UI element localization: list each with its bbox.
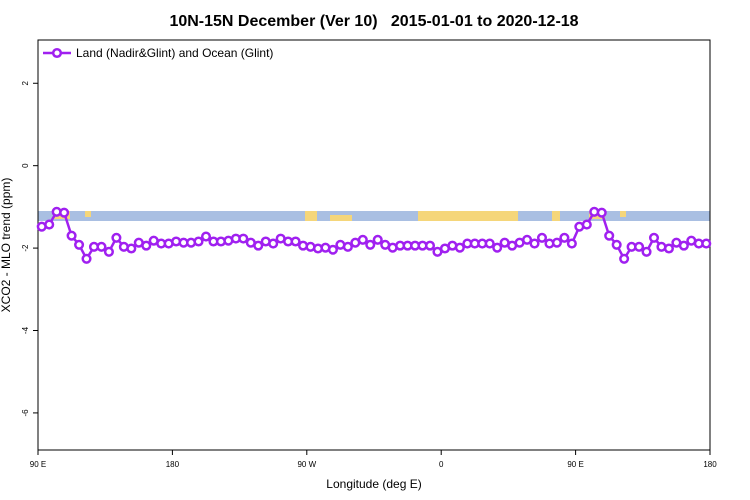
data-point (559, 232, 570, 243)
data-point (596, 207, 607, 218)
data-point (581, 219, 592, 230)
map-strip (38, 211, 710, 221)
data-point (141, 240, 152, 251)
x-axis-label: Longitude (deg E) (326, 477, 421, 491)
legend-marker (51, 47, 63, 59)
y-tick-label: -4 (21, 326, 30, 334)
data-point (200, 231, 212, 242)
x-tick-label: 180 (166, 460, 180, 469)
data-point (81, 253, 92, 264)
data-point (59, 207, 70, 218)
x-tick-label: 0 (439, 460, 444, 469)
x-tick-label: 90 E (30, 460, 46, 469)
data-point (126, 243, 137, 254)
data-point (551, 237, 562, 248)
data-point (641, 246, 652, 257)
data-point (111, 232, 122, 243)
data-point (678, 240, 689, 251)
data-point (290, 236, 301, 247)
x-tick-label: 180 (703, 460, 717, 469)
data-point (619, 253, 630, 264)
data-point (604, 230, 615, 241)
data-point (365, 239, 376, 250)
data-point (484, 238, 495, 249)
data-point (566, 238, 577, 249)
y-tick-label: 0 (21, 163, 30, 168)
data-point (663, 243, 674, 254)
data-point (522, 234, 533, 245)
data-point (529, 238, 540, 249)
chart-title: 10N-15N December (Ver 10) 2015-01-01 to … (169, 13, 578, 30)
y-tick-label: -2 (21, 244, 30, 252)
data-point (372, 234, 383, 245)
data-point (253, 240, 264, 251)
data-point (424, 240, 436, 251)
data-point (342, 241, 353, 252)
data-point (44, 219, 55, 230)
data-point (634, 241, 645, 252)
data-point (648, 232, 660, 243)
data-point (357, 234, 368, 245)
y-tick-label: 2 (21, 80, 30, 85)
data-point (66, 230, 77, 241)
data-point (327, 244, 338, 255)
data-point (193, 236, 204, 247)
data-point (238, 233, 249, 244)
data-point (536, 232, 548, 243)
y-axis-label: XCO2 - MLO trend (ppm) (0, 178, 13, 313)
x-tick-label: 90 E (567, 460, 583, 469)
data-point (96, 241, 107, 252)
x-tick-label: 90 W (297, 460, 316, 469)
data-point (492, 242, 503, 253)
data-point (74, 239, 85, 250)
data-point (103, 246, 114, 257)
legend-label: Land (Nadir&Glint) and Ocean (Glint) (76, 46, 273, 60)
data-point (268, 238, 279, 249)
data-point (701, 238, 712, 249)
data-point (611, 239, 622, 250)
y-tick-label: -6 (21, 409, 30, 417)
data-point (454, 242, 465, 253)
